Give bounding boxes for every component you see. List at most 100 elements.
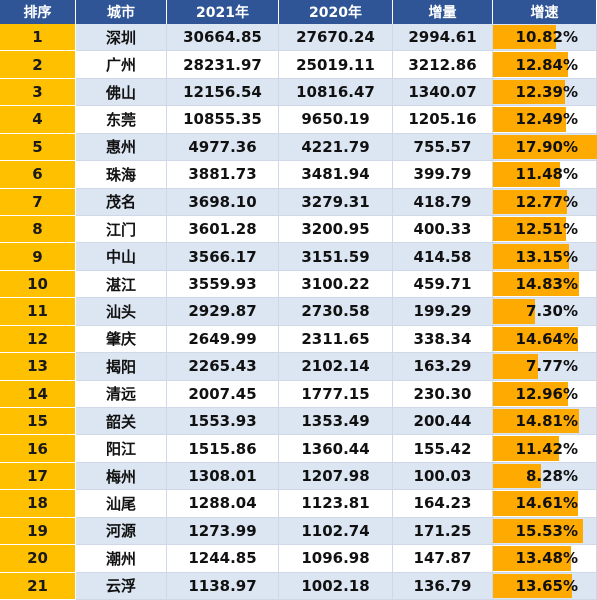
rank-cell: 5 [0, 133, 76, 162]
increase-cell: 155.42 [393, 435, 493, 463]
rank-cell: 20 [0, 545, 76, 573]
rank-cell: 16 [0, 435, 76, 463]
gdp-2020-cell: 25019.11 [279, 51, 393, 79]
rank-cell: 17 [0, 462, 76, 491]
gdp-2021-cell: 3698.10 [167, 188, 279, 216]
gdp-2020-cell: 2102.14 [279, 353, 393, 381]
growth-bar [493, 381, 568, 406]
city-cell: 惠州 [76, 133, 167, 162]
growth-label: 15.53% [515, 521, 578, 540]
gdp-2020-cell: 1123.81 [279, 490, 393, 518]
growth-label: 7.77% [525, 357, 578, 376]
gdp-2021-cell: 3566.17 [167, 243, 279, 271]
rank-cell: 13 [0, 353, 76, 381]
city-cell: 东莞 [76, 106, 167, 134]
table-row: 6 珠海 3881.73 3481.94 399.79 11.48% [0, 161, 597, 189]
gdp-2020-cell: 9650.19 [279, 106, 393, 134]
table-row: 15 韶关 1553.93 1353.49 200.44 14.81% [0, 408, 597, 436]
growth-bar [493, 271, 579, 297]
growth-bar [493, 326, 578, 352]
increase-cell: 418.79 [393, 188, 493, 216]
gdp-2020-cell: 3481.94 [279, 161, 393, 189]
growth-label: 14.83% [515, 275, 578, 294]
table-row: 10 湛江 3559.93 3100.22 459.71 14.83% [0, 270, 597, 299]
table-row: 16 阳江 1515.86 1360.44 155.42 11.42% [0, 435, 597, 463]
growth-bar [493, 52, 568, 77]
growth-bar [493, 134, 597, 160]
table-row: 9 中山 3566.17 3151.59 414.58 13.15% [0, 243, 597, 271]
gdp-2020-cell: 27670.24 [279, 24, 393, 52]
gdp-2021-cell: 1138.97 [167, 572, 279, 600]
increase-cell: 200.44 [393, 408, 493, 436]
rank-cell: 2 [0, 51, 76, 79]
city-cell: 潮州 [76, 545, 167, 573]
column-header[interactable]: 增速 [493, 0, 597, 24]
growth-bar [493, 546, 571, 571]
column-header[interactable]: 排序 [0, 0, 76, 24]
gdp-2020-cell: 10816.47 [279, 78, 393, 107]
gdp-2021-cell: 12156.54 [167, 78, 279, 107]
gdp-2020-cell: 1002.18 [279, 572, 393, 600]
table-row: 4 东莞 10855.35 9650.19 1205.16 12.49% [0, 106, 597, 134]
growth-cell: 12.39% [493, 78, 597, 107]
growth-label: 10.82% [515, 28, 578, 47]
rank-cell: 7 [0, 188, 76, 216]
city-cell: 佛山 [76, 78, 167, 107]
growth-bar [493, 463, 541, 489]
city-cell: 揭阳 [76, 353, 167, 381]
growth-cell: 12.49% [493, 106, 597, 134]
table-row: 13 揭阳 2265.43 2102.14 163.29 7.77% [0, 353, 597, 381]
growth-bar [493, 299, 535, 324]
growth-cell: 11.48% [493, 161, 597, 189]
gdp-2021-cell: 3559.93 [167, 270, 279, 299]
gdp-2020-cell: 1096.98 [279, 545, 393, 573]
city-cell: 云浮 [76, 572, 167, 600]
city-cell: 珠海 [76, 161, 167, 189]
gdp-2021-cell: 2007.45 [167, 380, 279, 408]
growth-cell: 15.53% [493, 517, 597, 546]
increase-cell: 136.79 [393, 572, 493, 600]
city-cell: 汕头 [76, 298, 167, 326]
growth-label: 17.90% [515, 137, 578, 156]
growth-cell: 13.65% [493, 572, 597, 600]
rank-cell: 3 [0, 78, 76, 107]
gdp-2021-cell: 2929.87 [167, 298, 279, 326]
growth-label: 14.64% [515, 329, 578, 348]
header-row: 排序 城市 2021年 2020年 增量 增速 [0, 0, 597, 24]
increase-cell: 338.34 [393, 325, 493, 354]
rank-cell: 11 [0, 298, 76, 326]
column-header[interactable]: 2021年 [167, 0, 279, 24]
column-header[interactable]: 城市 [76, 0, 167, 24]
growth-cell: 11.42% [493, 435, 597, 463]
growth-cell: 13.48% [493, 545, 597, 573]
growth-bar [493, 189, 567, 214]
city-cell: 汕尾 [76, 490, 167, 518]
growth-label: 11.42% [515, 439, 578, 458]
column-header[interactable]: 增量 [393, 0, 493, 24]
increase-cell: 1205.16 [393, 106, 493, 134]
table-row: 7 茂名 3698.10 3279.31 418.79 12.77% [0, 188, 597, 216]
growth-cell: 10.82% [493, 24, 597, 52]
growth-cell: 12.96% [493, 380, 597, 408]
gdp-2021-cell: 2649.99 [167, 325, 279, 354]
column-header[interactable]: 2020年 [279, 0, 393, 24]
growth-cell: 12.51% [493, 216, 597, 244]
city-cell: 广州 [76, 51, 167, 79]
growth-bar [493, 244, 569, 269]
growth-cell: 12.84% [493, 51, 597, 79]
growth-label: 11.48% [515, 165, 578, 184]
rank-cell: 18 [0, 490, 76, 518]
gdp-2021-cell: 1273.99 [167, 517, 279, 546]
growth-bar [493, 573, 572, 598]
increase-cell: 459.71 [393, 270, 493, 299]
increase-cell: 230.30 [393, 380, 493, 408]
increase-cell: 163.29 [393, 353, 493, 381]
growth-label: 12.39% [515, 83, 578, 102]
growth-label: 14.61% [515, 494, 578, 513]
gdp-2020-cell: 4221.79 [279, 133, 393, 162]
growth-label: 12.96% [515, 384, 578, 403]
table-row: 5 惠州 4977.36 4221.79 755.57 17.90% [0, 133, 597, 162]
table-row: 1 深圳 30664.85 27670.24 2994.61 10.82% [0, 24, 597, 52]
growth-label: 13.48% [515, 549, 578, 568]
growth-cell: 17.90% [493, 133, 597, 162]
